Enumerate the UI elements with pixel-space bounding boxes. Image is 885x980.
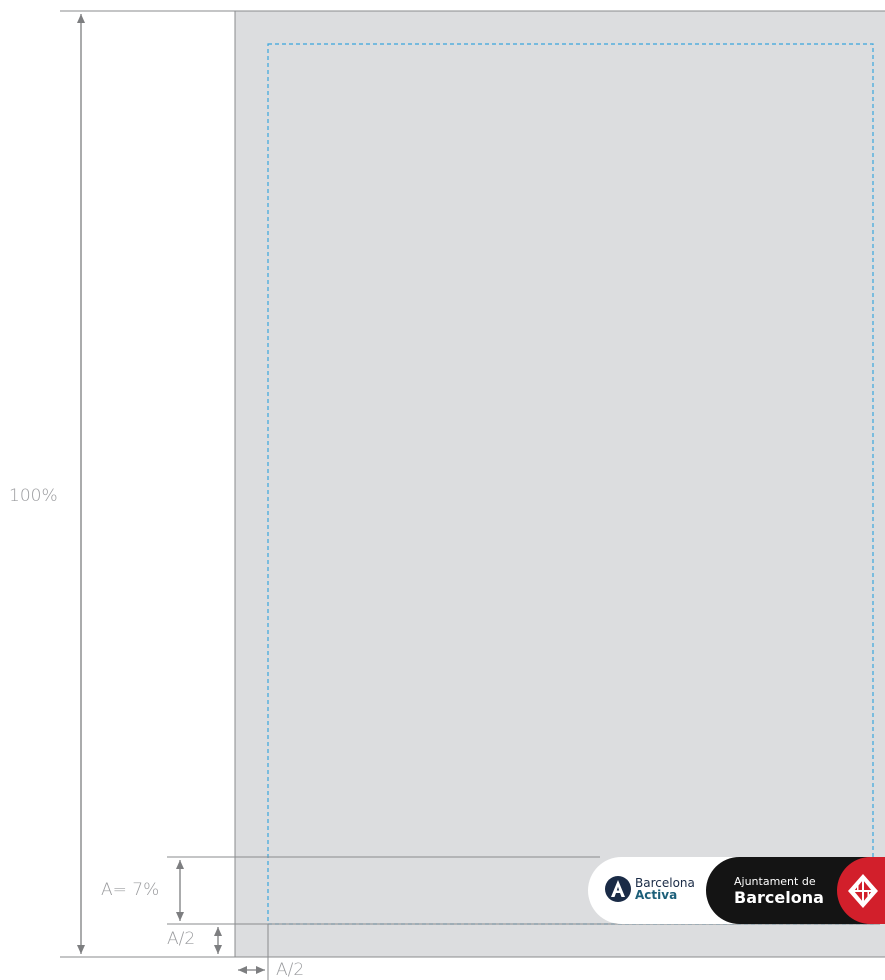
bottom-margin-label: A/2 [167, 929, 196, 949]
ajuntament-line2: Barcelona [734, 888, 824, 907]
page-area [234, 10, 885, 958]
side-margin-label: A/2 [276, 960, 305, 980]
logo-bar: Barcelona Activa Ajuntament de Barcelona [588, 857, 885, 924]
ajuntament-line1: Ajuntament de [734, 875, 816, 888]
barcelona-shield-icon [848, 874, 878, 908]
logo-height-label: A= 7% [101, 880, 160, 900]
activa-line2: Activa [635, 888, 678, 902]
full-height-label: 100% [9, 486, 58, 506]
activa-line1: Barcelona [635, 876, 695, 890]
barcelona-shield-badge [837, 857, 885, 924]
activa-a-icon [605, 876, 631, 902]
